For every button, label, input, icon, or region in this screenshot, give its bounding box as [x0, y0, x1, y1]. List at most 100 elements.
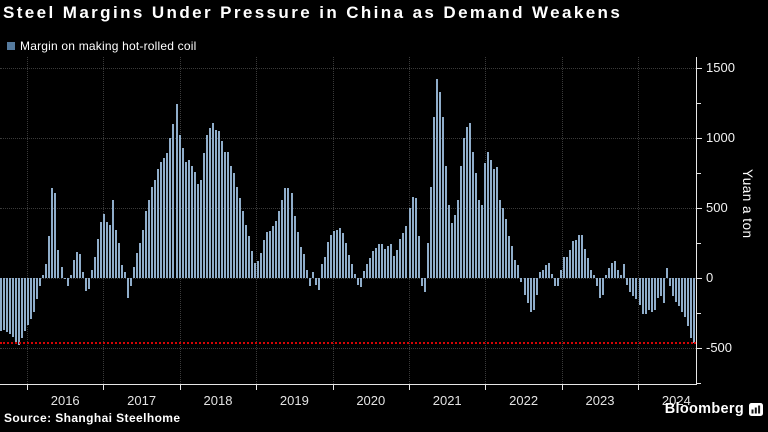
bar	[217, 131, 220, 279]
bar	[369, 258, 372, 279]
bar	[635, 278, 638, 300]
bar	[599, 278, 602, 298]
bar	[121, 265, 124, 279]
bar	[686, 278, 689, 326]
y-tick-minor	[697, 103, 701, 105]
y-tick-label: 0	[706, 270, 714, 286]
x-tick-label: 2022	[509, 393, 539, 408]
bar	[381, 244, 384, 279]
bar	[142, 230, 145, 279]
bar	[441, 117, 444, 279]
x-tick	[638, 385, 640, 390]
bar	[644, 278, 647, 315]
bar	[472, 152, 475, 279]
bar	[205, 135, 208, 279]
bar	[139, 243, 142, 279]
y-tick-minor	[697, 173, 701, 175]
v-gridline	[256, 57, 258, 384]
bar	[453, 215, 456, 279]
bar	[96, 238, 99, 279]
bar	[571, 240, 574, 279]
bar	[214, 129, 217, 279]
bar	[30, 278, 33, 319]
bar	[680, 278, 683, 312]
bar	[102, 213, 105, 279]
bar	[27, 278, 30, 325]
bar	[438, 91, 441, 279]
bar	[590, 269, 593, 279]
bar	[0, 278, 2, 332]
bar	[499, 199, 502, 279]
bar	[233, 173, 235, 279]
bar	[532, 278, 535, 311]
bar	[172, 124, 175, 279]
bar	[508, 236, 511, 279]
bar	[332, 231, 335, 279]
bar	[348, 254, 350, 279]
bar	[447, 205, 450, 279]
bar	[659, 278, 662, 297]
bar	[93, 257, 96, 279]
bar	[269, 231, 272, 279]
y-tick-label: 500	[706, 200, 728, 216]
h-gridline	[0, 68, 696, 70]
bar	[39, 278, 42, 287]
bar	[683, 278, 686, 318]
bar	[293, 216, 296, 279]
bar	[550, 273, 553, 279]
bar	[420, 278, 423, 287]
bar	[429, 187, 432, 279]
bar	[692, 278, 695, 344]
bar	[72, 259, 75, 279]
bar	[151, 187, 154, 279]
bar	[372, 251, 375, 279]
bar	[57, 250, 60, 279]
bar	[248, 236, 251, 279]
bar	[66, 278, 69, 287]
bar	[175, 104, 178, 279]
x-tick	[27, 385, 28, 390]
bar	[114, 230, 117, 279]
source-note: Source: Shanghai Steelhome	[4, 411, 181, 425]
bar	[48, 236, 51, 279]
bar	[411, 196, 414, 279]
bar	[520, 278, 523, 283]
bar	[459, 166, 462, 279]
bar	[514, 259, 517, 279]
bar	[577, 235, 580, 279]
bar	[517, 265, 520, 279]
bar	[124, 272, 127, 279]
bar	[478, 199, 481, 279]
x-tick-label: 2021	[432, 393, 462, 408]
h-gridline	[0, 348, 696, 350]
bar	[263, 240, 266, 279]
bar	[581, 234, 583, 279]
bar	[541, 270, 544, 279]
chart-title: Steel Margins Under Pressure in China as…	[3, 3, 623, 22]
y-tick-label: 1500	[706, 60, 735, 76]
bar	[36, 278, 39, 300]
bar	[317, 278, 320, 290]
bar	[523, 278, 526, 295]
x-tick	[332, 385, 334, 390]
bar	[51, 188, 54, 279]
bar	[396, 250, 399, 279]
bar	[6, 278, 9, 333]
bar	[118, 243, 121, 279]
bar	[9, 278, 12, 335]
bar	[466, 126, 469, 279]
bar	[184, 161, 187, 279]
bar	[81, 272, 84, 279]
bar	[650, 278, 653, 313]
y-tick-minor	[697, 313, 701, 315]
bar	[354, 273, 357, 279]
h-gridline	[0, 138, 696, 140]
bar	[60, 266, 63, 279]
x-tick-label: 2020	[356, 393, 386, 408]
x-tick-label: 2019	[279, 393, 309, 408]
x-tick	[561, 385, 563, 390]
bar	[623, 264, 626, 279]
bar	[662, 278, 665, 303]
bar	[220, 140, 223, 279]
bar	[296, 231, 299, 279]
